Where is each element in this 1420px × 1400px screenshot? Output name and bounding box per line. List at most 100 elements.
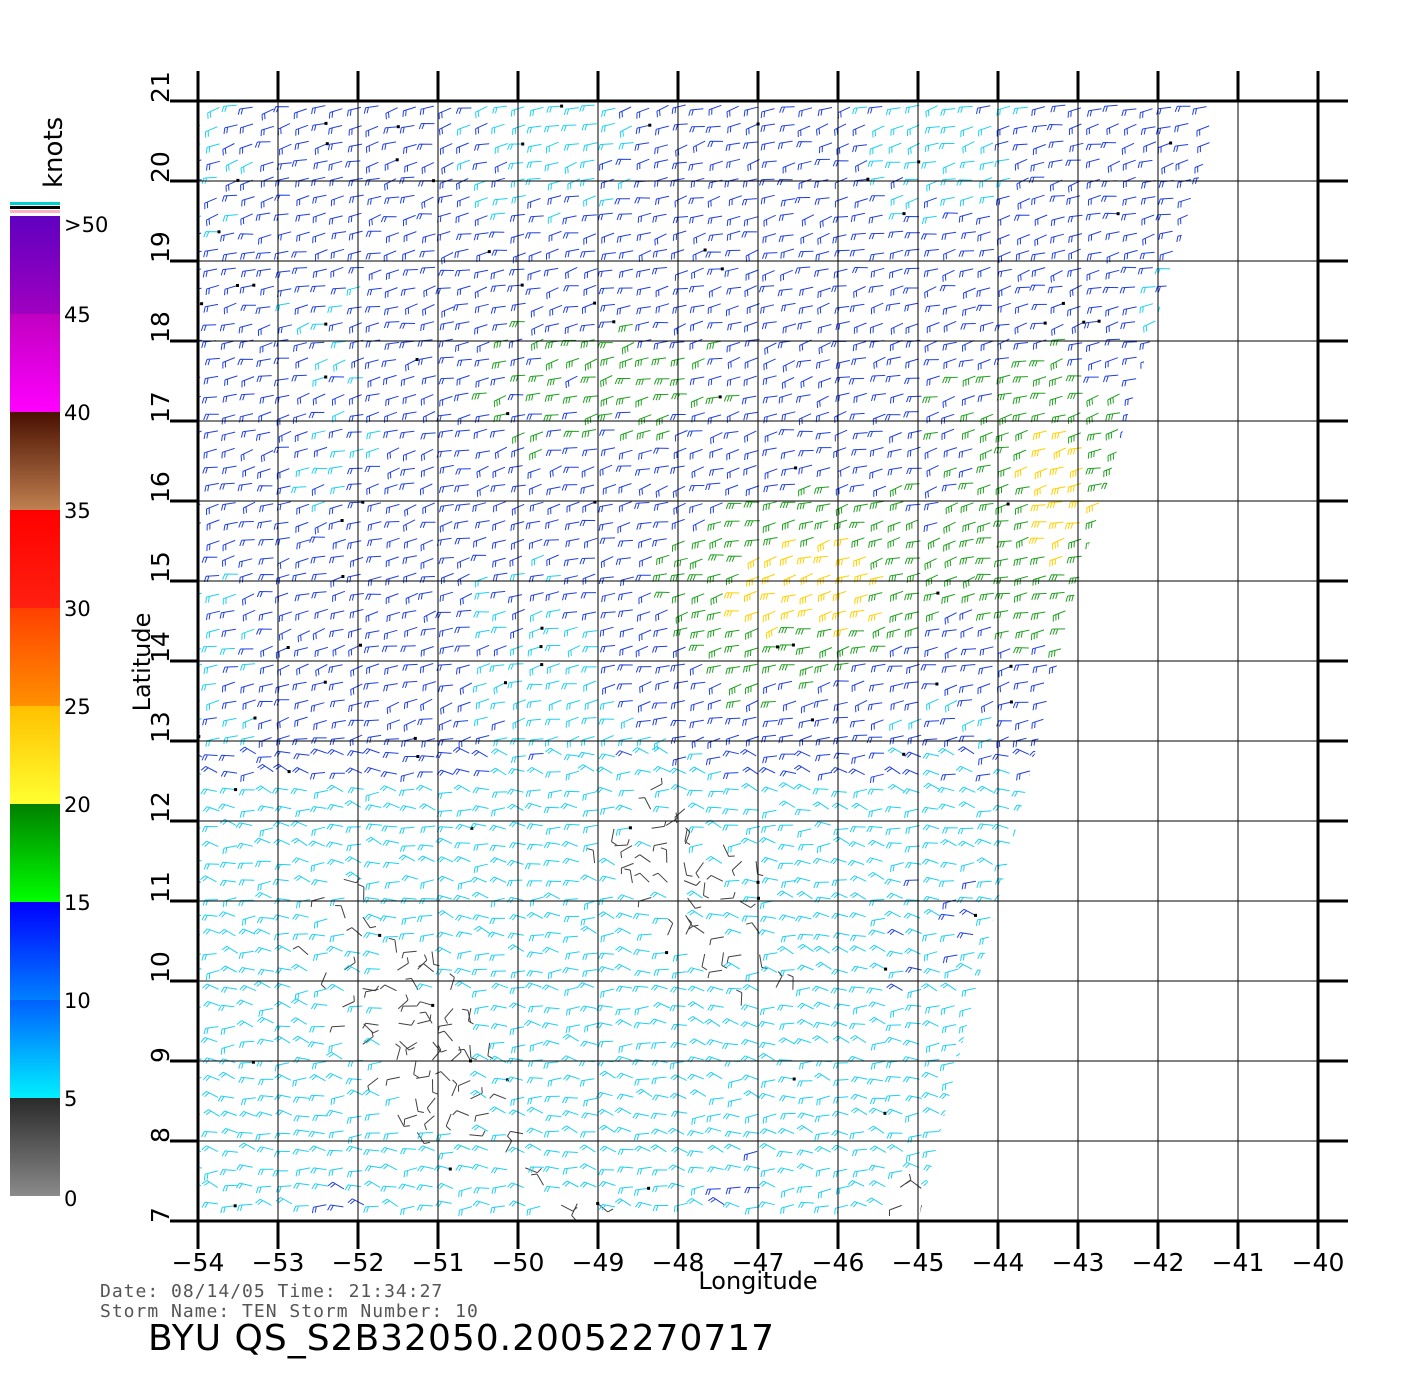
wind-barb — [872, 413, 886, 425]
wind-barb — [240, 663, 256, 671]
wind-barb — [273, 763, 290, 773]
wind-barb — [671, 1146, 688, 1154]
wind-barb — [272, 787, 289, 794]
wind-barb — [489, 1106, 506, 1114]
colorbar-band — [10, 216, 60, 314]
wind-barb — [381, 825, 398, 832]
wind-barb — [1159, 971, 1172, 984]
wind-barb — [884, 806, 902, 813]
wind-barb — [239, 746, 257, 755]
wind-barb — [886, 1132, 903, 1139]
wind-barb — [650, 1041, 667, 1049]
wind-barb — [904, 751, 922, 758]
wind-barb — [400, 1005, 417, 1012]
longitude-tick-label: −47 — [732, 1248, 785, 1277]
wind-barb — [764, 431, 778, 443]
wind-barb — [494, 143, 508, 154]
wind-barb — [563, 626, 578, 638]
wind-barb — [1065, 594, 1081, 602]
storm-info-line: Storm Name: TEN Storm Number: 10 — [100, 1301, 479, 1322]
wind-barb — [436, 931, 453, 938]
wind-barb — [905, 1095, 922, 1102]
wind-barb — [1177, 392, 1190, 405]
wind-barb — [490, 857, 507, 864]
wind-barb — [219, 818, 237, 826]
wind-barb — [1067, 700, 1084, 707]
wind-barb — [1158, 230, 1173, 240]
wind-barb — [474, 576, 488, 588]
wind-barb — [278, 324, 293, 334]
wind-barb — [546, 377, 562, 386]
wind-barb — [383, 321, 400, 329]
wind-barb — [741, 915, 758, 922]
wind-barb — [491, 360, 507, 370]
wind-barb — [1049, 951, 1065, 959]
wind-barb — [1083, 735, 1099, 744]
wind-barb — [695, 862, 704, 879]
wind-barb — [1156, 1039, 1173, 1046]
wind-barb — [1085, 467, 1101, 475]
wind-barb — [1103, 935, 1120, 942]
wind-barb — [418, 755, 435, 762]
wind-barb — [941, 483, 957, 492]
wind-barb — [222, 717, 237, 727]
wind-barb — [420, 432, 436, 440]
wind-barb — [979, 161, 994, 171]
wind-barb — [851, 734, 868, 742]
wind-barb — [777, 717, 793, 726]
wind-barb — [796, 1080, 813, 1087]
wind-barb — [835, 321, 850, 331]
wind-barb — [419, 575, 436, 583]
wind-barb — [687, 826, 704, 833]
wind-barb — [636, 522, 652, 530]
wind-barb — [1067, 107, 1082, 118]
wind-barb — [490, 748, 508, 756]
wind-barb — [706, 874, 724, 882]
wind-barb — [706, 268, 723, 275]
wind-barb — [978, 125, 992, 137]
wind-barb — [616, 1093, 634, 1100]
wind-barb — [759, 1142, 776, 1151]
wind-barb — [256, 700, 273, 708]
wind-barb — [221, 1150, 238, 1157]
wind-barb — [441, 306, 455, 318]
wind-barb — [832, 216, 849, 224]
wind-barb — [960, 648, 977, 656]
wind-barb — [274, 982, 291, 990]
wind-barb — [868, 1001, 886, 1008]
wind-barb — [745, 485, 760, 497]
wind-barb — [956, 1090, 974, 1098]
wind-barb — [472, 1200, 490, 1207]
wind-barb — [671, 518, 685, 530]
wind-barb — [276, 414, 290, 426]
wind-barb — [1156, 627, 1172, 636]
wind-barb — [980, 413, 994, 426]
wind-barb — [488, 231, 505, 238]
wind-barb — [636, 232, 651, 242]
wind-barb — [941, 1043, 957, 1052]
wind-barb — [453, 449, 470, 457]
wind-barb — [445, 1113, 452, 1131]
wind-barb — [222, 393, 237, 403]
wind-barb — [705, 482, 721, 491]
wind-barb — [294, 285, 310, 293]
wind-barb — [925, 105, 938, 118]
wind-barb — [854, 699, 868, 713]
wind-barb — [726, 230, 741, 241]
wind-barb — [710, 432, 723, 445]
wind-barb — [923, 359, 939, 366]
wind-barb — [760, 194, 775, 205]
rain-flag-marker — [251, 1060, 255, 1064]
wind-barb — [744, 611, 759, 623]
wind-barb — [510, 627, 524, 639]
wind-barb — [491, 720, 505, 731]
wind-barb — [940, 982, 957, 991]
wind-barb — [993, 1166, 1010, 1173]
wind-barb — [255, 860, 271, 867]
wind-barb — [454, 484, 469, 493]
wind-barb — [417, 844, 434, 851]
wind-barb — [1178, 250, 1192, 262]
wind-barb — [616, 287, 633, 294]
wind-barb — [222, 681, 236, 693]
wind-barb — [888, 213, 905, 220]
